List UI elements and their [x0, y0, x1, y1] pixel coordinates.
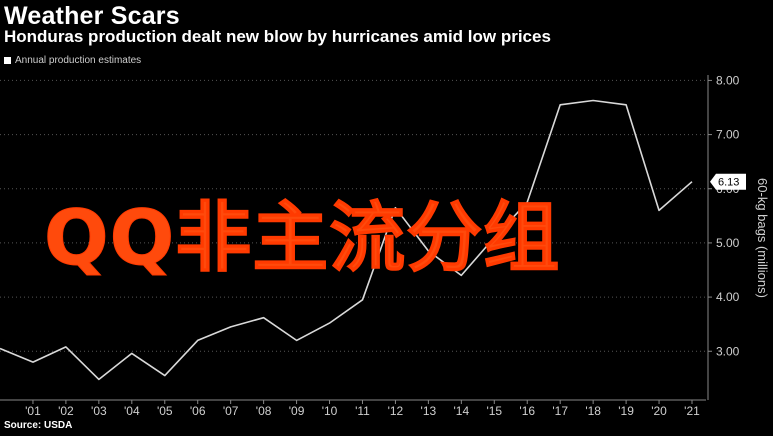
x-tick-label: '21 — [684, 404, 700, 418]
last-value-badge — [710, 173, 746, 190]
y-tick-label: 7.00 — [716, 128, 740, 142]
series-layer — [0, 99, 693, 381]
x-tick-label: '10 — [322, 404, 338, 418]
watermark-text: QQ非主流分组 — [43, 193, 561, 283]
last-value-label: 6.13 — [718, 177, 739, 189]
x-tick-label: '07 — [223, 404, 239, 418]
x-tick-label: '09 — [289, 404, 305, 418]
y-tick-label: 8.00 — [716, 73, 740, 87]
y-axis-title: 60-kg bags (millions) — [755, 178, 770, 298]
x-tick-label: '08 — [256, 404, 272, 418]
legend-label: Annual production estimates — [15, 55, 142, 66]
x-tick-label: '15 — [486, 404, 502, 418]
x-tick-label: '04 — [124, 404, 140, 418]
chart-subtitle: Honduras production dealt new blow by hu… — [4, 27, 551, 46]
x-tick-label: '13 — [421, 404, 437, 418]
label-layer: 6.13 — [710, 173, 746, 190]
x-tick-label: '12 — [388, 404, 404, 418]
series-line — [0, 99, 693, 381]
legend: Annual production estimates — [4, 55, 141, 66]
source-note: Source: USDA — [4, 420, 73, 431]
x-tick-label: '05 — [157, 404, 173, 418]
x-tick-label: '14 — [454, 404, 470, 418]
x-tick-label: '19 — [618, 404, 634, 418]
x-tick-label: '18 — [585, 404, 601, 418]
grid-layer — [0, 79, 706, 352]
legend-swatch — [4, 57, 11, 64]
x-tick-label: '17 — [552, 404, 568, 418]
x-tick-label: '06 — [190, 404, 206, 418]
y-tick-label: 3.00 — [716, 344, 740, 358]
x-tick-label: '11 — [355, 404, 370, 418]
x-tick-label: '16 — [519, 404, 535, 418]
x-tick-label: '01 — [25, 404, 41, 418]
y-tick-label: 5.00 — [716, 236, 740, 250]
x-tick-label: '20 — [651, 404, 667, 418]
x-tick-label: '03 — [91, 404, 107, 418]
last-value-callout: 6.13 — [710, 173, 746, 190]
chart-title: Weather Scars — [4, 2, 180, 30]
y-tick-label: 4.00 — [716, 290, 740, 304]
x-tick-label: '02 — [58, 404, 74, 418]
